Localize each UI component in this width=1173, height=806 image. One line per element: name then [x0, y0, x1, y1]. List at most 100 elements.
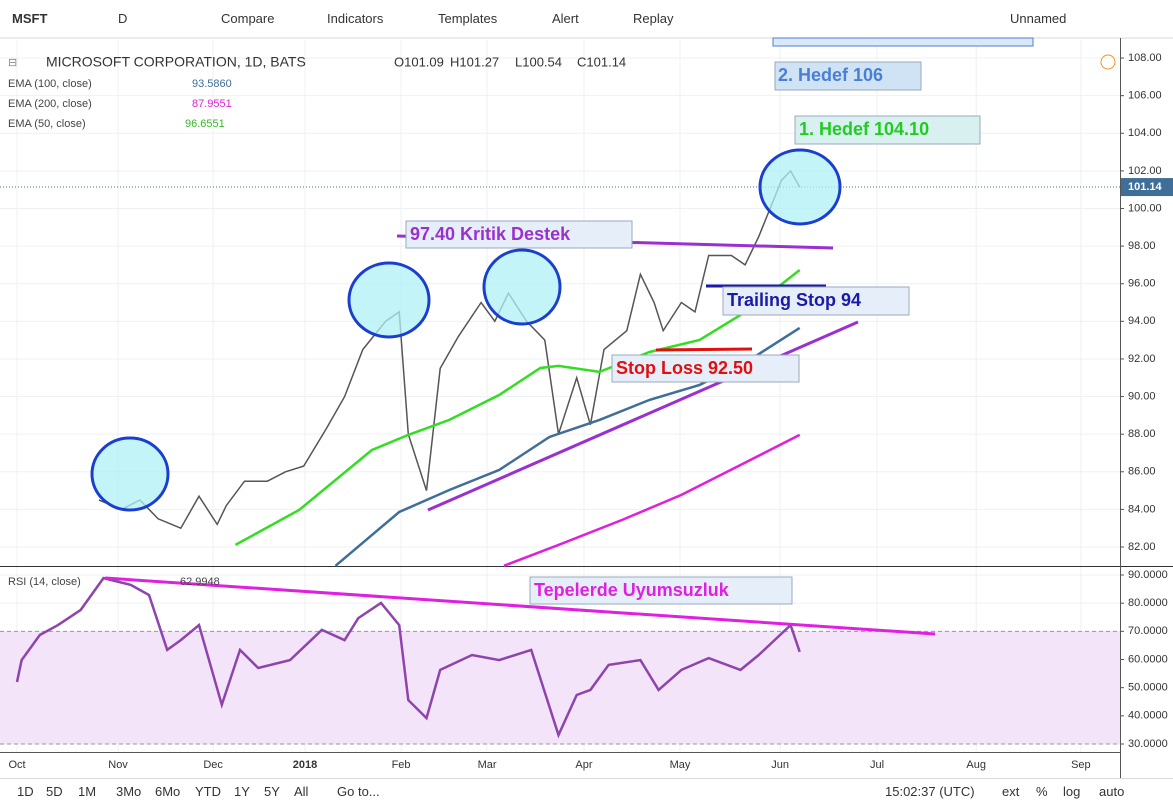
- study-value: 93.5860: [192, 78, 232, 90]
- x-tick-label: Jun: [771, 759, 789, 771]
- ohlc-high: H101.27: [450, 54, 499, 69]
- note-box: [405, 220, 633, 249]
- stop-loss-line: [655, 347, 753, 352]
- note-box: [794, 115, 981, 145]
- study-value: 87.9551: [192, 98, 232, 110]
- note: 97.40 Kritik Destek: [410, 224, 571, 244]
- y-tick-label: 90.00: [1128, 390, 1156, 402]
- drawings: 2. Hedef 106 1. Hedef 104.10 97.40 Kriti…: [90, 37, 1034, 636]
- layout-name[interactable]: Unnamed: [1010, 11, 1067, 26]
- support-trendline: [427, 320, 859, 512]
- study-name: EMA (50, close): [8, 118, 86, 130]
- range-button[interactable]: 1Y: [234, 784, 250, 799]
- ohlc-open: O101.09: [394, 54, 444, 69]
- rsi-band: [0, 631, 1120, 745]
- compare-button[interactable]: Compare: [221, 11, 275, 26]
- y-tick-label: 88.00: [1128, 428, 1156, 440]
- collapse-icon[interactable]: ⊟: [8, 57, 17, 69]
- y-tick-label: 92.00: [1128, 353, 1156, 365]
- study-name: EMA (200, close): [8, 98, 92, 110]
- indicators-button[interactable]: Indicators: [327, 11, 384, 26]
- y-tick-label: 108.00: [1128, 52, 1162, 64]
- x-tick-label: Aug: [966, 759, 986, 771]
- y-tick-label: 80.0000: [1128, 597, 1168, 609]
- symbol[interactable]: MSFT: [12, 11, 48, 26]
- series-line: [503, 433, 801, 567]
- y-tick-label: 104.00: [1128, 127, 1162, 139]
- y-tick-label: 106.00: [1128, 90, 1162, 102]
- y-tick-label: 94.00: [1128, 315, 1156, 327]
- scale-option[interactable]: %: [1036, 784, 1048, 799]
- y-tick-label: 86.00: [1128, 466, 1156, 478]
- study-value: 62.9948: [180, 576, 220, 588]
- interval[interactable]: D: [118, 11, 128, 26]
- note: Stop Loss 92.50: [616, 358, 753, 378]
- x-tick-label: Mar: [478, 759, 497, 771]
- range-button[interactable]: 6Mo: [155, 784, 181, 799]
- note-box: [774, 61, 922, 91]
- note-box: [722, 286, 910, 316]
- note-box: [529, 576, 793, 605]
- series: [0, 169, 1120, 745]
- ohlc-close: C101.14: [577, 54, 626, 69]
- y-tick-label: 96.00: [1128, 278, 1156, 290]
- ohlc-low: L100.54: [515, 54, 562, 69]
- y-tick-label: 90.0000: [1128, 569, 1168, 581]
- highlight-circle: [90, 436, 170, 512]
- range-button[interactable]: 3Mo: [116, 784, 142, 799]
- y-tick-label: 40.0000: [1128, 710, 1168, 722]
- series-line: [234, 269, 801, 546]
- highlight-circle: [758, 148, 842, 226]
- note: Tepelerde Uyumsuzluk: [534, 580, 730, 600]
- study-name: RSI (14, close): [8, 576, 81, 588]
- last-price-label: 101.14: [1128, 181, 1163, 193]
- scale-option[interactable]: log: [1063, 784, 1081, 799]
- series-line: [15, 576, 801, 739]
- y-tick-label: 84.00: [1128, 503, 1156, 515]
- range-button[interactable]: 5D: [46, 784, 63, 799]
- study-name: EMA (100, close): [8, 78, 92, 90]
- note-box: [611, 354, 800, 383]
- x-tick-label: May: [670, 759, 691, 771]
- note: 1. Hedef 104.10: [799, 119, 929, 139]
- x-tick-label: Dec: [203, 759, 223, 771]
- y-tick-label: 50.0000: [1128, 682, 1168, 694]
- range-button[interactable]: 5Y: [264, 784, 280, 799]
- scale-option[interactable]: auto: [1099, 784, 1125, 799]
- series-line: [98, 169, 801, 530]
- note: Trailing Stop 94: [727, 290, 861, 310]
- x-tick-label: Sep: [1071, 759, 1091, 771]
- study-value: 96.6551: [185, 118, 225, 130]
- x-tick-label: Feb: [392, 759, 411, 771]
- range-button[interactable]: All: [294, 784, 309, 799]
- top-toolbar: [0, 0, 1173, 38]
- y-tick-label: 82.00: [1128, 541, 1156, 553]
- goto-button[interactable]: Go to...: [337, 784, 380, 799]
- divergence-line: [104, 576, 936, 636]
- note-box: [772, 37, 1034, 47]
- x-tick-label: 2018: [293, 759, 317, 771]
- highlight-circle: [482, 248, 562, 326]
- y-tick-label: 30.0000: [1128, 738, 1168, 750]
- alert-button[interactable]: Alert: [552, 11, 579, 26]
- range-button[interactable]: YTD: [195, 784, 221, 799]
- range-button[interactable]: 1M: [78, 784, 97, 799]
- last-price-tag: [1121, 178, 1173, 197]
- x-tick-label: Oct: [8, 759, 25, 771]
- range-button[interactable]: 1D: [17, 784, 34, 799]
- x-tick-label: Nov: [108, 759, 128, 771]
- x-tick-label: Jul: [870, 759, 884, 771]
- y-tick-label: 70.0000: [1128, 625, 1168, 637]
- replay-button[interactable]: Replay: [633, 11, 674, 26]
- y-tick-label: 102.00: [1128, 165, 1162, 177]
- y-tick-label: 100.00: [1128, 202, 1162, 214]
- y-tick-label: 98.00: [1128, 240, 1156, 252]
- templates-button[interactable]: Templates: [438, 11, 498, 26]
- warning-icon[interactable]: [1100, 54, 1116, 70]
- clock: 15:02:37 (UTC): [885, 784, 975, 799]
- highlight-circle: [347, 261, 431, 339]
- x-tick-label: Apr: [575, 759, 592, 771]
- scale-option[interactable]: ext: [1002, 784, 1020, 799]
